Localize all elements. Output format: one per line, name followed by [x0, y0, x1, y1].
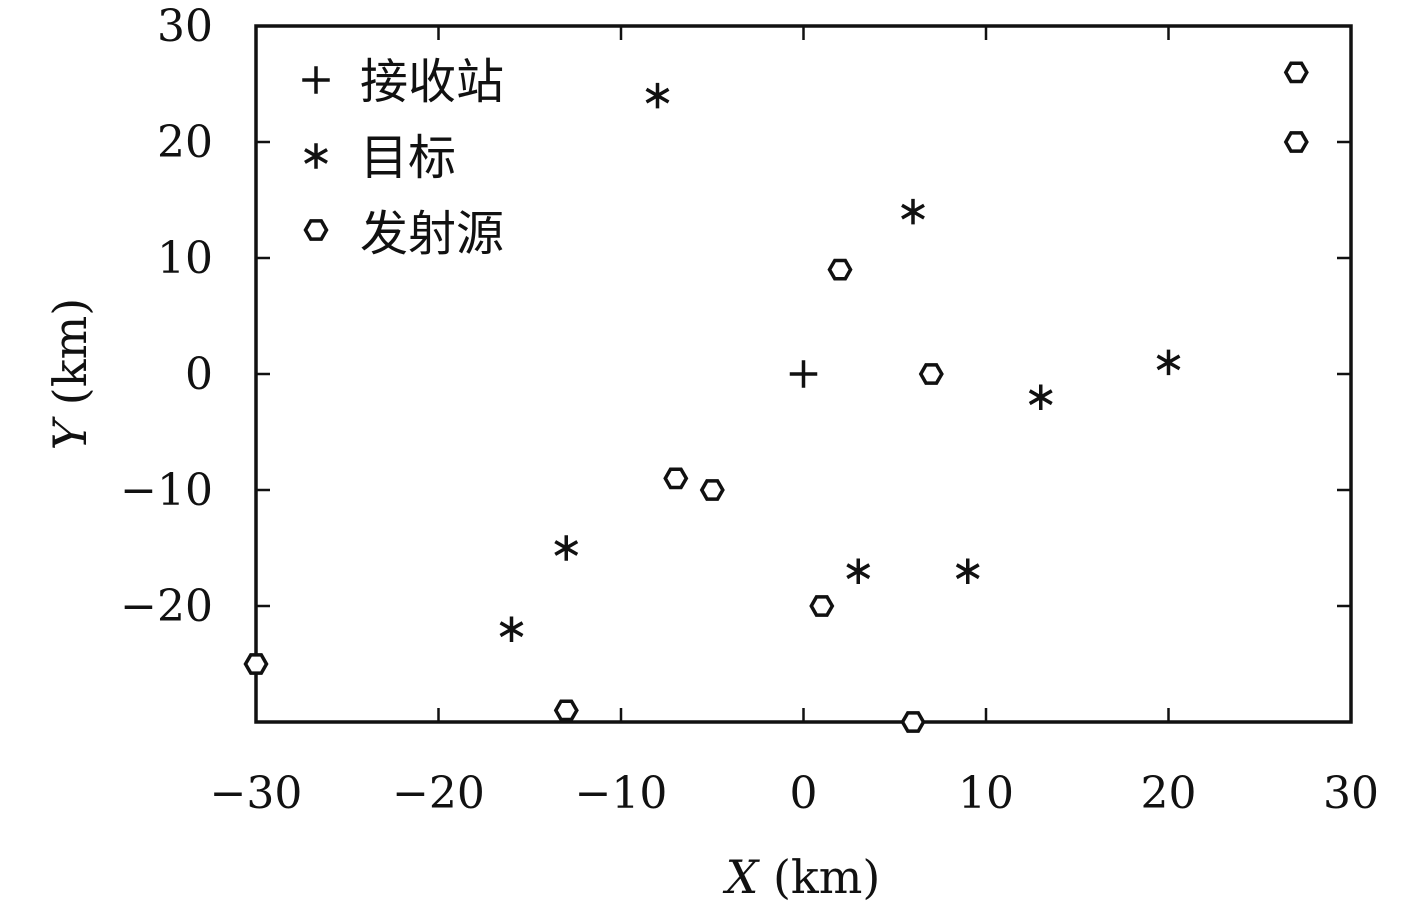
asterisk-marker [846, 558, 871, 584]
legend-hexagon-marker [303, 219, 329, 241]
legend-item-target: 目标 [304, 130, 456, 186]
y-axis-label-unit: (km) [43, 298, 97, 405]
x-tick-label: 10 [958, 768, 1014, 819]
hexagon-marker [553, 699, 579, 722]
x-tick-labels: −30 −20 −10 0 10 20 30 [210, 768, 1379, 819]
x-axis-label-var: X [723, 850, 761, 904]
asterisk-marker [1156, 349, 1181, 376]
asterisk-marker [645, 82, 670, 109]
legend-label-emitter: 发射源 [360, 206, 504, 262]
plus-marker [302, 66, 330, 94]
asterisk-marker [955, 558, 980, 584]
asterisk-marker [304, 143, 328, 169]
data-points [243, 61, 1309, 733]
x-tick-label: 30 [1323, 768, 1379, 819]
hexagon-marker [303, 219, 329, 241]
legend-item-emitter: 发射源 [303, 206, 504, 262]
x-tick-label: −10 [575, 768, 668, 819]
legend: 接收站 目标 发射源 [302, 54, 504, 262]
asterisk-marker [554, 535, 579, 561]
y-tick-label: 10 [157, 233, 213, 284]
y-axis-label-var: Y [43, 415, 97, 450]
asterisk-marker [499, 616, 524, 642]
hexagon-marker [809, 595, 835, 617]
series-asterisk [499, 82, 1181, 642]
legend-label-target: 目标 [360, 130, 456, 186]
legend-label-receiver: 接收站 [360, 54, 504, 110]
hexagon-marker [243, 653, 269, 675]
hexagon-marker [699, 479, 725, 501]
axis-ticks [254, 24, 1353, 722]
y-tick-label: −10 [120, 465, 213, 516]
x-axis-label-unit: (km) [773, 850, 880, 904]
y-tick-label: 0 [185, 349, 213, 400]
legend-plus-marker [302, 66, 330, 94]
series-plus [789, 360, 818, 388]
x-axis-label: X (km) [723, 850, 881, 904]
asterisk-marker [901, 198, 925, 225]
hexagon-marker [1283, 61, 1309, 84]
hexagon-marker [663, 467, 689, 490]
hexagon-marker [827, 258, 853, 281]
x-tick-label: −20 [392, 768, 485, 819]
x-tick-label: −30 [210, 768, 303, 819]
y-tick-label: 20 [157, 117, 213, 168]
legend-asterisk-marker [304, 143, 328, 169]
series-hexagon [243, 61, 1309, 733]
hexagon-marker [900, 711, 926, 733]
hexagon-marker [918, 363, 944, 385]
y-tick-label: −20 [120, 581, 213, 632]
y-axis-label: Y (km) [43, 298, 97, 450]
legend-item-receiver: 接收站 [302, 54, 504, 110]
y-tick-label: 30 [157, 1, 213, 52]
x-tick-label: 20 [1141, 768, 1197, 819]
hexagon-marker [1283, 131, 1309, 153]
y-tick-labels: −20 −10 0 10 20 30 [120, 1, 213, 632]
asterisk-marker [1028, 384, 1053, 410]
x-tick-label: 0 [790, 768, 818, 819]
plus-marker [789, 360, 818, 388]
